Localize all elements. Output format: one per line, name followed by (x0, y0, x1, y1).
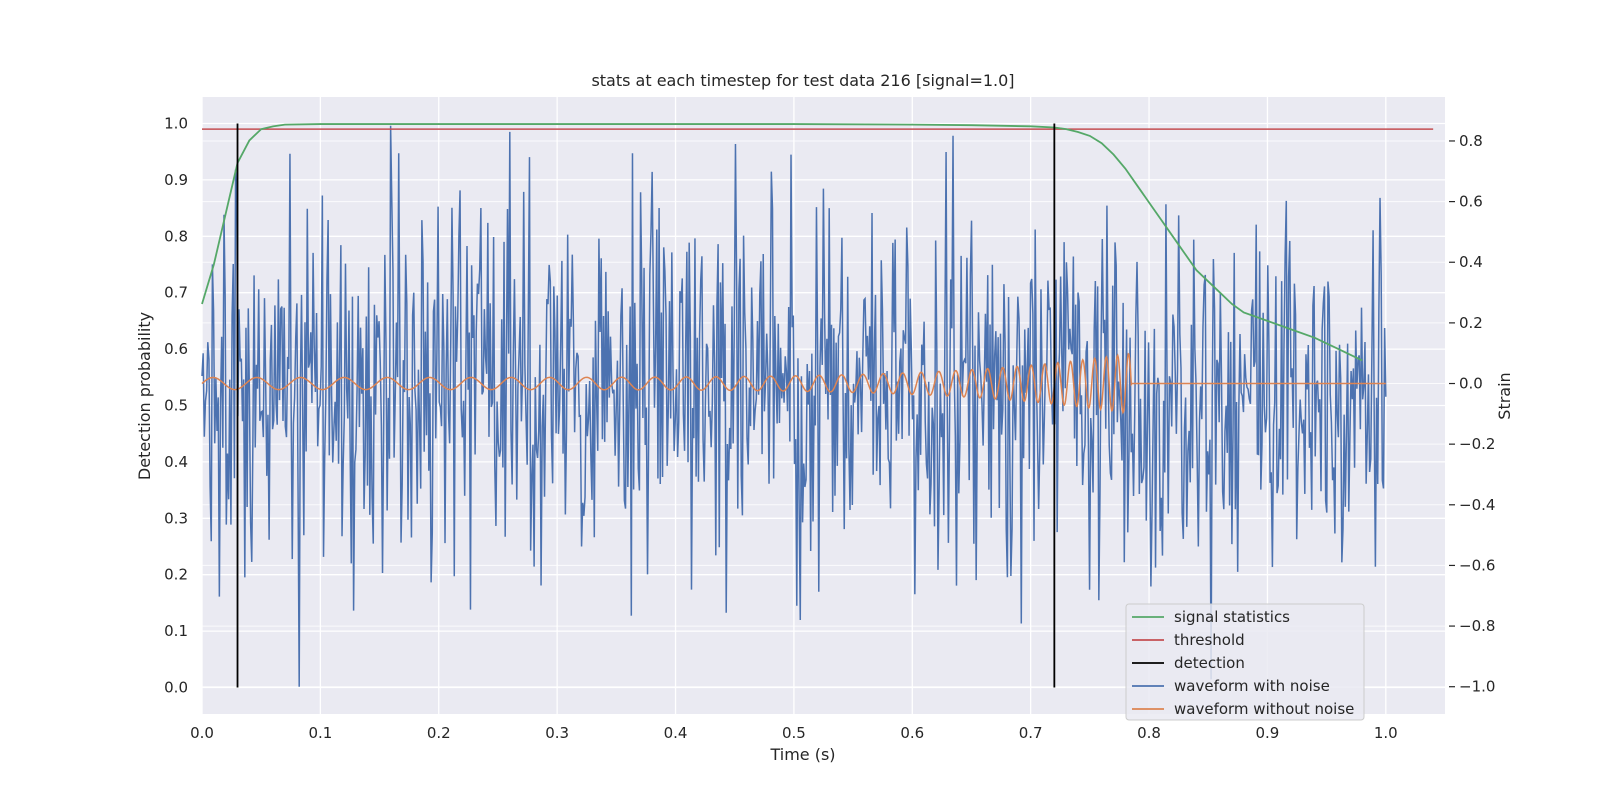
y-tick-label: 1.0 (164, 115, 188, 133)
x-tick-label: 0.0 (190, 724, 214, 742)
y-tick-label: 0.8 (164, 227, 188, 245)
y2-tick-label: −0.8 (1459, 617, 1495, 635)
x-tick-label: 0.8 (1137, 724, 1161, 742)
legend-box (1125, 603, 1365, 721)
y2-tick-label: −0.4 (1459, 496, 1495, 514)
y-tick-label: 0.5 (164, 397, 188, 415)
x-tick-label: 0.4 (664, 724, 688, 742)
x-tick-label: 0.1 (308, 724, 332, 742)
x-tick-label: 1.0 (1374, 724, 1398, 742)
x-tick-label: 0.3 (545, 724, 569, 742)
y2-tick-label: 0.4 (1459, 253, 1483, 271)
x-tick-label: 0.7 (1019, 724, 1043, 742)
y-tick-label: 0.4 (164, 453, 188, 471)
y-tick-label: 0.1 (164, 622, 188, 640)
legend-label-detection: detection (1174, 654, 1245, 672)
y-tick-label: 0.3 (164, 509, 188, 527)
y-tick-label: 0.9 (164, 171, 188, 189)
y2-tick-label: 0.8 (1459, 132, 1483, 150)
right-axis-ticks: −1.0 −0.8 −0.6 −0.4 −0.2 0.0 0.2 0.4 0.6 0.8 (1449, 132, 1495, 696)
legend: signal statistics threshold detection wa… (1125, 603, 1365, 721)
y2-axis-label: Strain (1495, 372, 1514, 419)
x-tick-label: 0.6 (900, 724, 924, 742)
legend-label-signal-statistics: signal statistics (1174, 608, 1290, 626)
legend-label-threshold: threshold (1174, 631, 1245, 649)
x-tick-label: 0.2 (427, 724, 451, 742)
series-line-waveform-with-noise (201, 125, 1387, 687)
y2-tick-label: 0.6 (1459, 193, 1483, 211)
legend-label-waveform-with-noise: waveform with noise (1174, 677, 1330, 695)
legend-label-waveform-without-noise: waveform without noise (1174, 700, 1354, 718)
y2-tick-label: −0.2 (1459, 435, 1495, 453)
x-tick-label: 0.5 (782, 724, 806, 742)
x-axis-label: Time (s) (769, 745, 835, 764)
bottom-axis-ticks: 0.0 0.1 0.2 0.3 0.4 0.5 0.6 0.7 0.8 0.9 1.0 (190, 724, 1398, 742)
series-line-signal-statistics (201, 123, 1363, 362)
y-axis-label: Detection probability (135, 312, 154, 480)
series-line-waveform-without-noise (201, 352, 1386, 415)
y2-tick-label: −1.0 (1459, 678, 1495, 696)
y2-tick-label: 0.2 (1459, 314, 1483, 332)
y-tick-label: 0.2 (164, 566, 188, 584)
y-tick-label: 0.6 (164, 340, 188, 358)
x-tick-label: 0.9 (1255, 724, 1279, 742)
series-layer (201, 123, 1434, 688)
chart-title: stats at each timestep for test data 216… (591, 71, 1014, 90)
y-tick-label: 0.0 (164, 678, 188, 696)
left-axis-ticks: 0.0 0.1 0.2 0.3 0.4 0.5 0.6 0.7 0.8 0.9 1.0 (164, 115, 188, 697)
y-tick-label: 0.7 (164, 284, 188, 302)
y2-tick-label: 0.0 (1459, 375, 1483, 393)
y2-tick-label: −0.6 (1459, 556, 1495, 574)
